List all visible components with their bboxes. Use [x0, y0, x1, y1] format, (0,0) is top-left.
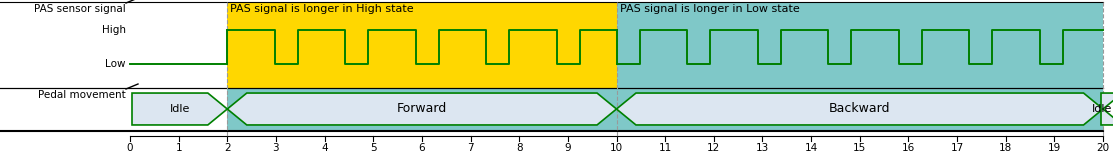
Bar [130, 2, 227, 88]
Text: 12: 12 [707, 143, 720, 153]
Text: 5: 5 [370, 143, 376, 153]
Text: 0: 0 [127, 143, 134, 153]
Text: Low: Low [106, 59, 126, 69]
Text: PAS sensor signal: PAS sensor signal [35, 4, 126, 14]
Text: 20: 20 [1096, 143, 1110, 153]
Text: 4: 4 [322, 143, 328, 153]
Text: 13: 13 [756, 143, 769, 153]
Text: 7: 7 [467, 143, 474, 153]
Text: 10: 10 [610, 143, 623, 153]
Text: Idle: Idle [1092, 104, 1112, 114]
Text: PAS signal is longer in Low state: PAS signal is longer in Low state [620, 4, 799, 14]
Text: 19: 19 [1047, 143, 1061, 153]
Text: Idle: Idle [169, 104, 190, 114]
Text: Forward: Forward [396, 103, 447, 115]
Text: 1: 1 [176, 143, 181, 153]
Text: 15: 15 [854, 143, 866, 153]
Text: 14: 14 [805, 143, 818, 153]
Polygon shape [227, 93, 617, 125]
Text: High: High [102, 24, 126, 35]
Text: 11: 11 [659, 143, 672, 153]
Text: 9: 9 [564, 143, 571, 153]
Bar [0, 88, 227, 130]
Polygon shape [1101, 93, 1113, 125]
Text: 16: 16 [902, 143, 915, 153]
Text: 6: 6 [418, 143, 425, 153]
Bar [227, 88, 1103, 130]
Text: 2: 2 [224, 143, 230, 153]
Text: 3: 3 [273, 143, 279, 153]
Text: 17: 17 [951, 143, 964, 153]
Polygon shape [617, 93, 1103, 125]
Text: Pedal movement: Pedal movement [38, 90, 126, 100]
Text: 8: 8 [516, 143, 522, 153]
Bar [617, 2, 1103, 88]
Text: PAS signal is longer in High state: PAS signal is longer in High state [230, 4, 414, 14]
Text: Backward: Backward [829, 103, 890, 115]
Text: 18: 18 [999, 143, 1013, 153]
Bar [227, 2, 617, 88]
Polygon shape [132, 93, 227, 125]
